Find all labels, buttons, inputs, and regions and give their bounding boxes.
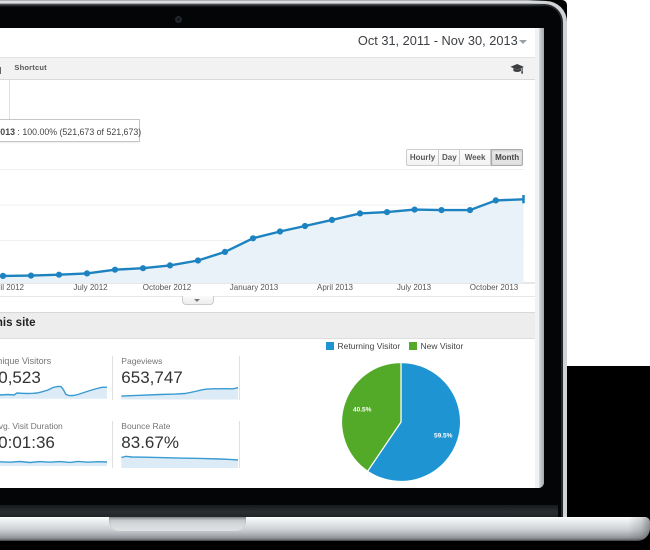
svg-text:40.5%: 40.5%	[353, 406, 372, 413]
svg-text:59.5%: 59.5%	[434, 432, 453, 439]
